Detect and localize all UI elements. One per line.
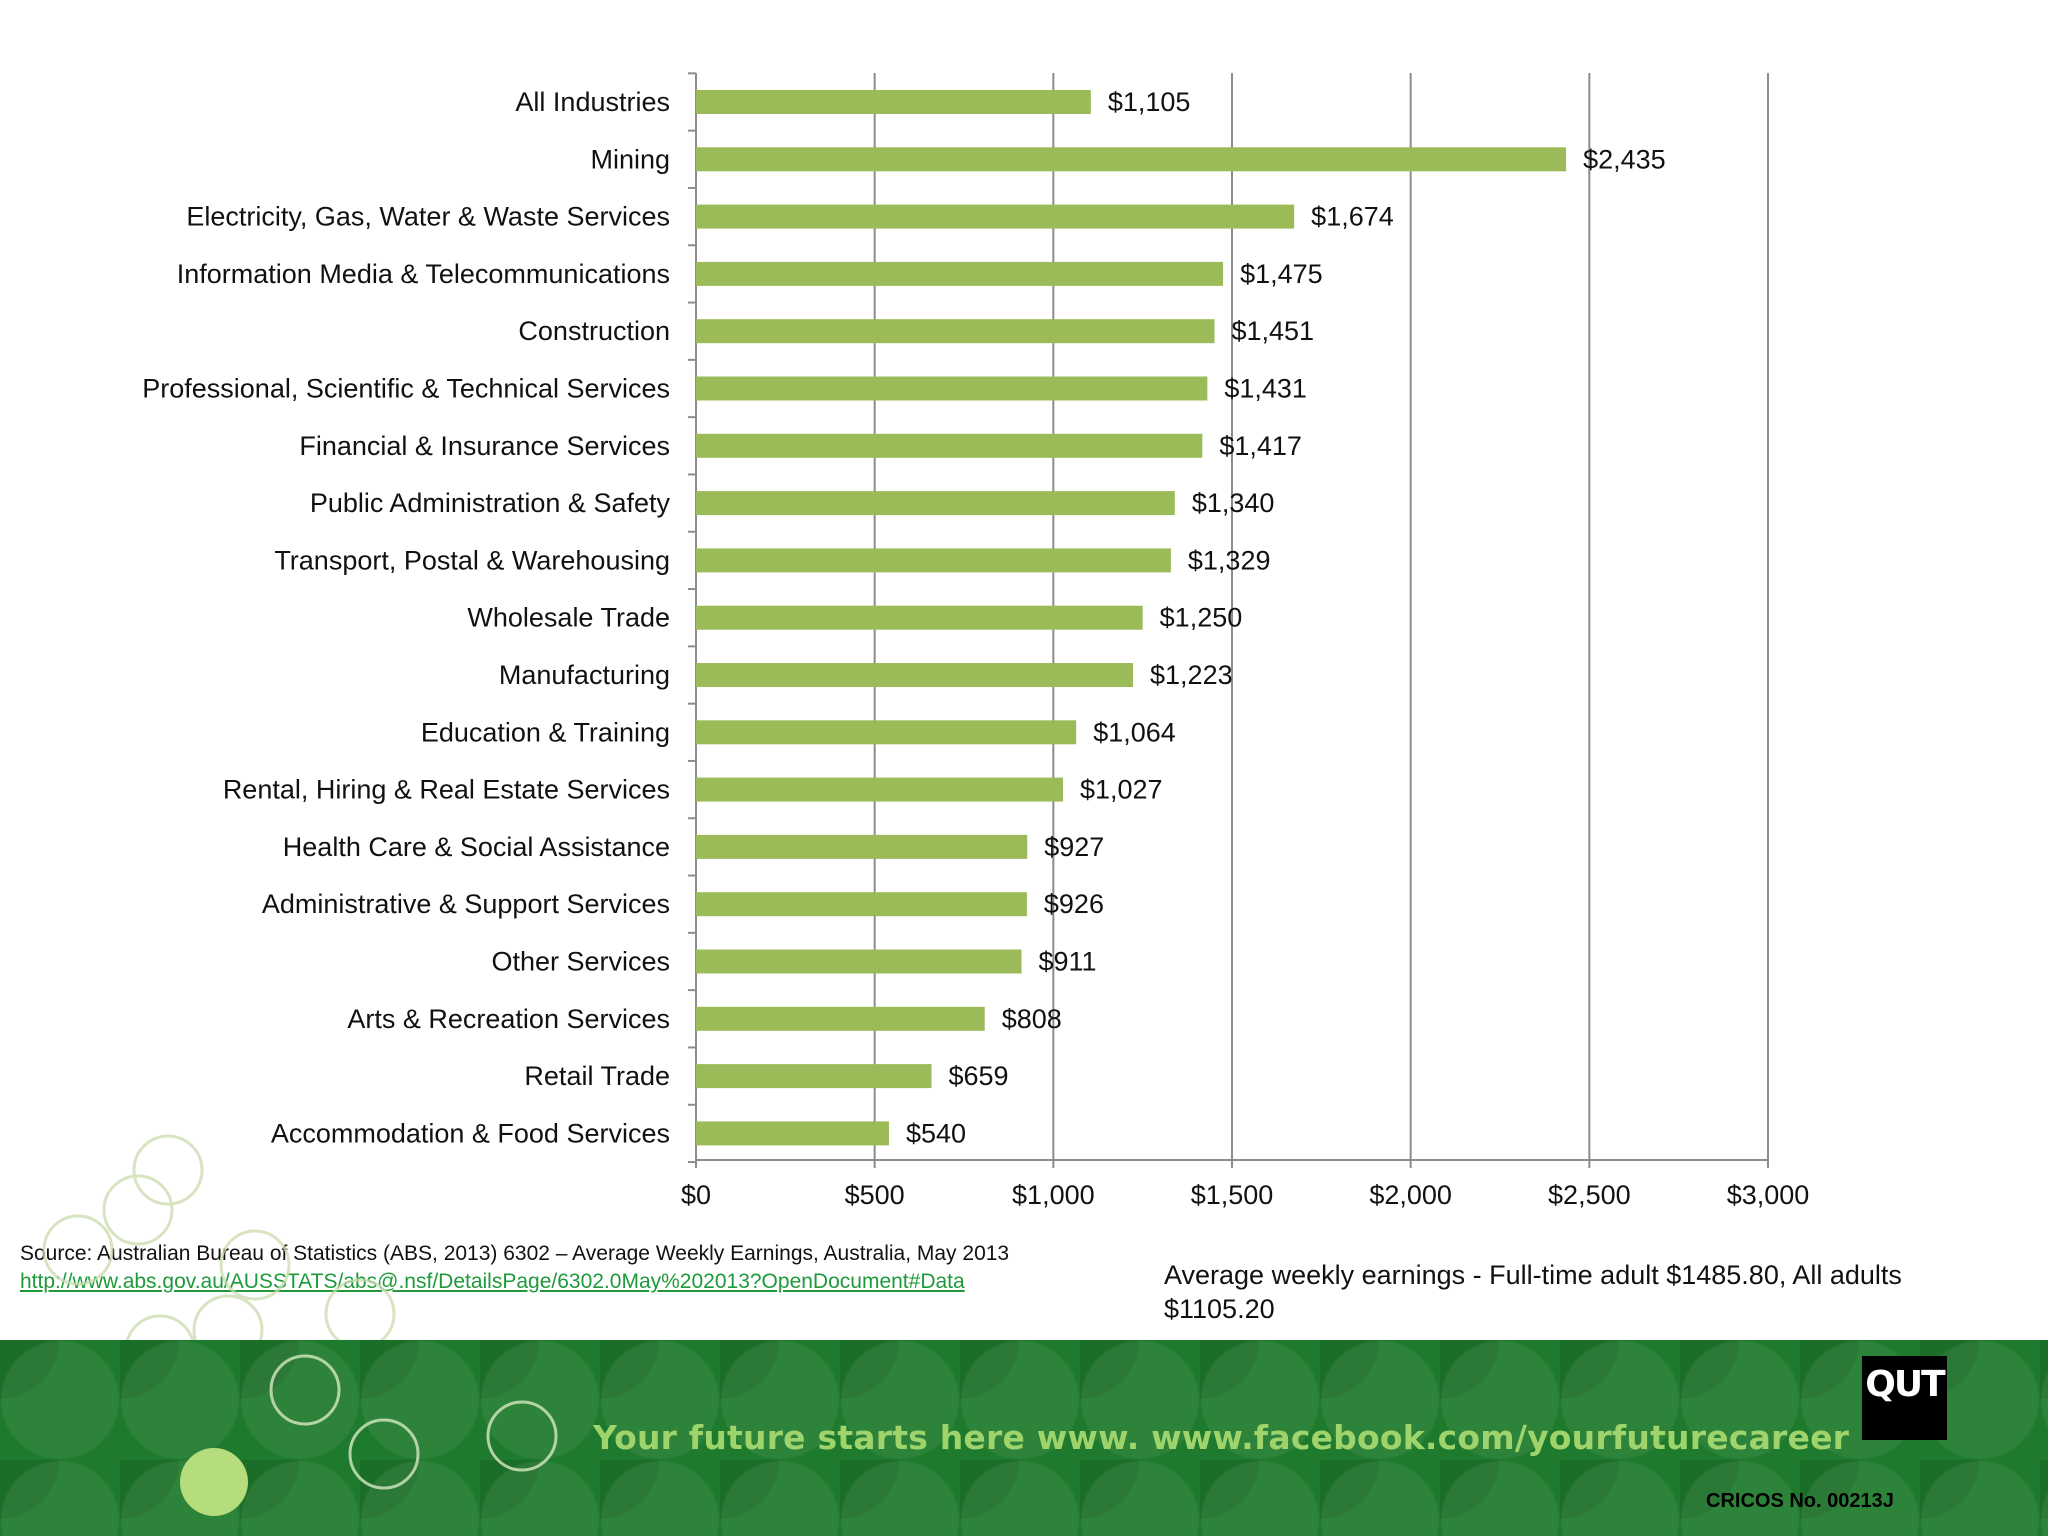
category-label: Financial & Insurance Services xyxy=(299,431,670,461)
data-label: $1,417 xyxy=(1219,431,1302,461)
bar xyxy=(696,204,1295,229)
category-label: Retail Trade xyxy=(524,1061,670,1091)
data-label: $1,105 xyxy=(1108,87,1191,117)
bar xyxy=(696,548,1171,573)
category-label: Accommodation & Food Services xyxy=(271,1118,670,1148)
bar-chart: $0 $500 $1,000 $1,500 $2,000 $2,500 $3,000 All … xyxy=(142,72,1810,1210)
bar xyxy=(696,834,1028,859)
data-label: $1,250 xyxy=(1160,603,1243,633)
category-label: Professional, Scientific & Technical Ser… xyxy=(142,374,670,404)
bar xyxy=(696,892,1027,917)
x-tick-label: $500 xyxy=(845,1180,905,1210)
bar xyxy=(696,949,1022,974)
category-label: Information Media & Telecommunications xyxy=(177,259,670,289)
bar xyxy=(696,90,1091,114)
footer-circles xyxy=(180,1354,558,1516)
source-link[interactable]: http://www.abs.gov.au/AUSSTATS/abs@.nsf/… xyxy=(20,1270,965,1293)
qut-logo: QUT xyxy=(1862,1356,1947,1440)
data-label: $540 xyxy=(906,1118,966,1148)
bar xyxy=(696,605,1143,630)
data-label: $1,329 xyxy=(1188,545,1271,575)
category-label: Electricity, Gas, Water & Waste Services xyxy=(186,202,670,232)
data-label: $1,451 xyxy=(1231,316,1314,346)
x-tick-label: $0 xyxy=(681,1180,711,1210)
footer-banner: Your future starts here www. www.faceboo… xyxy=(0,1340,2048,1536)
category-label: Rental, Hiring & Real Estate Services xyxy=(223,775,670,805)
bar xyxy=(696,720,1077,745)
bar xyxy=(696,663,1134,687)
category-label: Health Care & Social Assistance xyxy=(283,832,670,862)
data-label: $1,674 xyxy=(1311,202,1394,232)
data-label: $1,475 xyxy=(1240,259,1323,289)
bar xyxy=(696,1006,985,1031)
bar xyxy=(696,1121,889,1146)
data-label: $2,435 xyxy=(1583,144,1666,174)
bar xyxy=(696,491,1175,516)
data-label: $808 xyxy=(1002,1004,1062,1034)
data-label: $1,027 xyxy=(1080,775,1163,805)
category-label: Administrative & Support Services xyxy=(262,889,670,919)
data-label: $1,223 xyxy=(1150,660,1233,690)
category-label: All Industries xyxy=(515,87,670,117)
category-label: Public Administration & Safety xyxy=(310,488,671,518)
x-tick-label: $2,000 xyxy=(1369,1180,1452,1210)
data-label: $1,340 xyxy=(1192,488,1275,518)
category-label: Other Services xyxy=(491,947,670,977)
filled-circle-icon xyxy=(180,1448,248,1516)
bar xyxy=(696,261,1224,286)
x-tick-label: $2,500 xyxy=(1548,1180,1631,1210)
category-label: Arts & Recreation Services xyxy=(347,1004,670,1034)
cricos-number: CRICOS No. 00213J xyxy=(1706,1490,1894,1512)
bar xyxy=(696,376,1208,401)
bar xyxy=(696,319,1215,344)
data-label: $926 xyxy=(1044,889,1104,919)
category-label: Construction xyxy=(518,316,670,346)
category-label: Manufacturing xyxy=(499,660,670,690)
bar xyxy=(696,147,1567,172)
earnings-note: Average weekly earnings - Full-time adul… xyxy=(1164,1260,1902,1324)
bar xyxy=(696,433,1203,458)
bar xyxy=(696,1064,932,1089)
data-label: $1,431 xyxy=(1224,374,1307,404)
category-label: Education & Training xyxy=(421,717,670,747)
x-tick-label: $1,000 xyxy=(1012,1180,1095,1210)
data-label: $927 xyxy=(1044,832,1104,862)
source-note: Source: Australian Bureau of Statistics … xyxy=(20,1240,1009,1296)
x-tick-label: $3,000 xyxy=(1727,1180,1810,1210)
category-label: Mining xyxy=(590,144,670,174)
footer-tagline[interactable]: Your future starts here www. www.faceboo… xyxy=(593,1418,1850,1457)
x-tick-label: $1,500 xyxy=(1191,1180,1274,1210)
category-label: Transport, Postal & Warehousing xyxy=(274,545,670,575)
category-label: Wholesale Trade xyxy=(467,603,670,633)
data-label: $1,064 xyxy=(1093,717,1176,747)
data-label: $659 xyxy=(948,1061,1008,1091)
bar xyxy=(696,777,1063,802)
source-text: Source: Australian Bureau of Statistics … xyxy=(20,1242,1010,1265)
data-label: $911 xyxy=(1039,947,1097,977)
